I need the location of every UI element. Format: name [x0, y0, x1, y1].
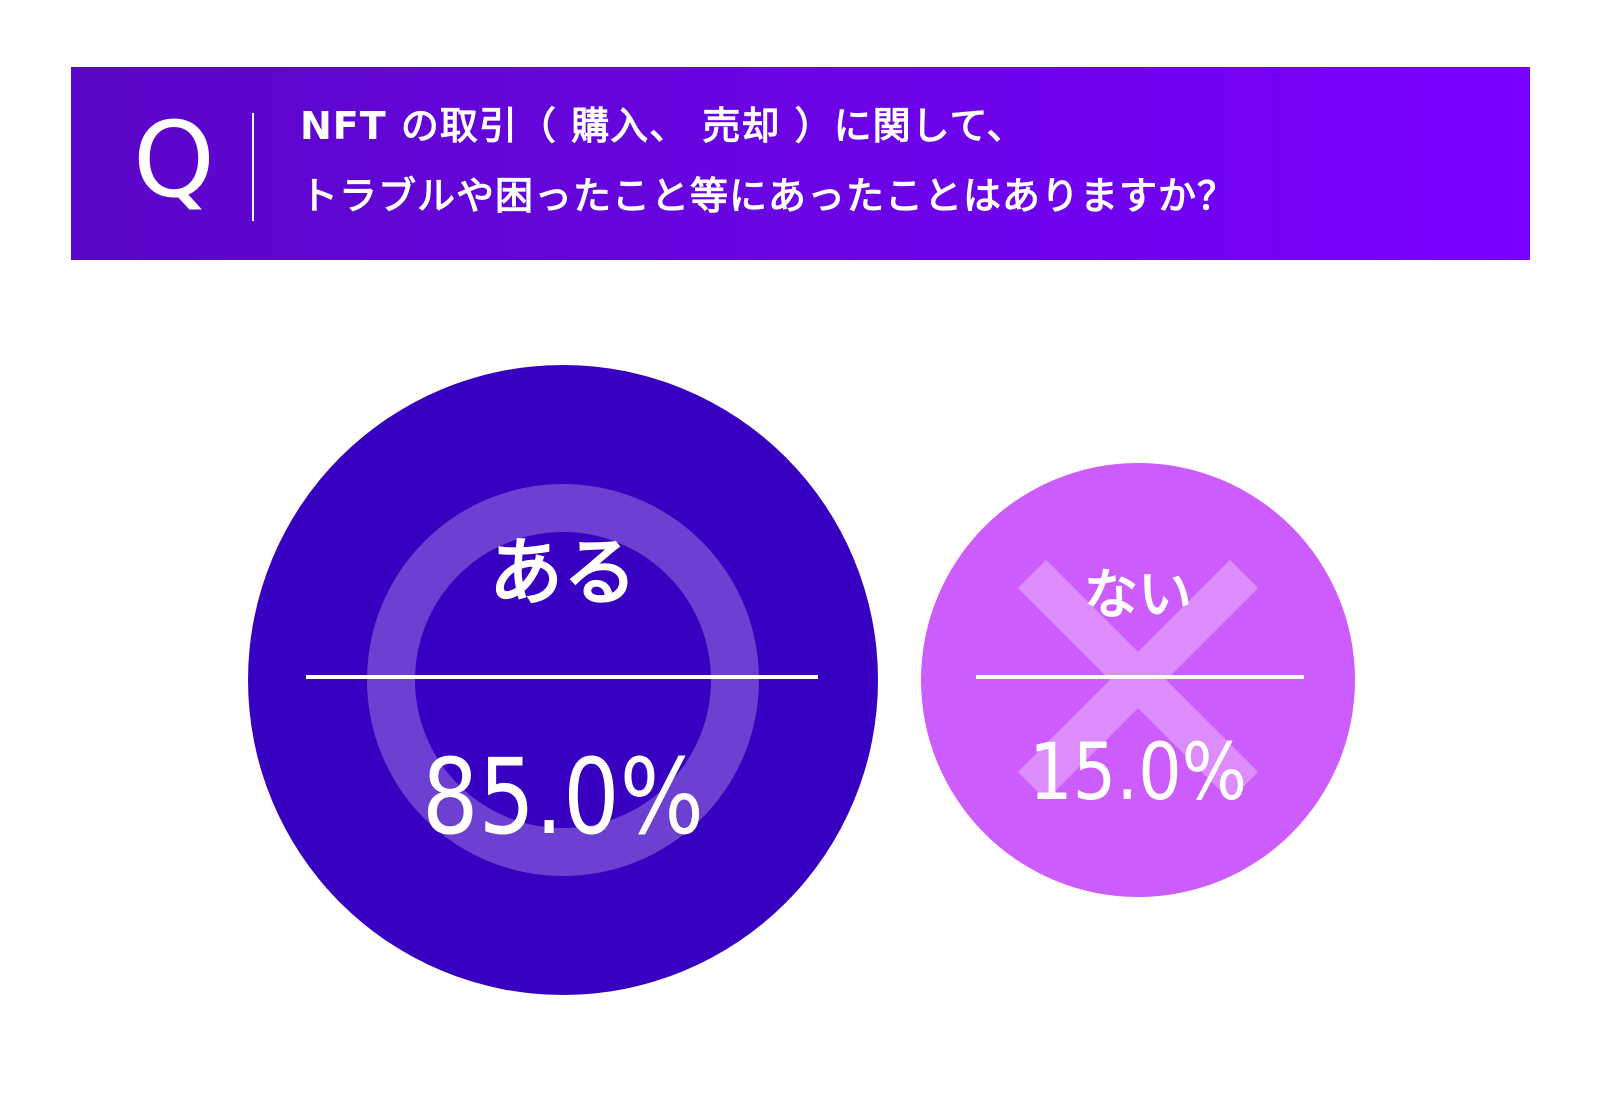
bubble-yes-value-label: 85.0%	[422, 736, 704, 858]
question-divider	[252, 113, 254, 221]
bubble-no-value-label: 15.0%	[1029, 728, 1247, 818]
question-banner	[71, 67, 1530, 260]
question-text-line-2: トラブルや困ったこと等にあったことはありますか？	[300, 174, 1237, 218]
cross-mark-icon	[1017, 559, 1259, 801]
bubble-no-category-label: ない	[1084, 563, 1192, 626]
bubble-yes-circle	[248, 365, 878, 995]
question-marker: Q	[133, 99, 215, 221]
circle-mark-icon	[367, 484, 759, 876]
bubble-yes: ある 85.0%	[248, 365, 878, 995]
bubble-yes-category-label: ある	[489, 530, 637, 616]
question-text-line-1: NFT の取引（ 購入、 売却 ）に関して、	[300, 104, 1026, 148]
bubble-no: ない 15.0%	[921, 463, 1355, 897]
